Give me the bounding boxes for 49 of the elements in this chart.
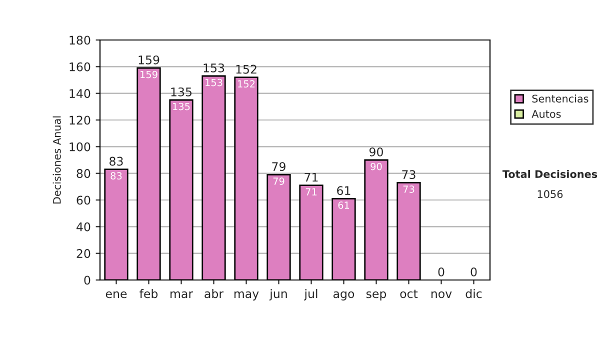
x-tick-label: ene <box>106 291 127 298</box>
x-tick-label: abr <box>204 289 224 298</box>
data-label: 90 <box>370 162 382 170</box>
total-label: 79 <box>272 162 286 172</box>
data-label: 73 <box>403 186 414 193</box>
legend-label: Sentencias <box>532 94 588 103</box>
y-tick-label: 160 <box>70 62 90 72</box>
y-tick-label: 20 <box>76 249 90 258</box>
text: Total Decisiones <box>502 170 598 178</box>
total-label: 152 <box>236 64 256 74</box>
y-axis-title: Decisiones Anual <box>52 116 61 204</box>
total-label: 135 <box>171 87 192 96</box>
x-tick-label: feb <box>140 289 158 298</box>
y-tick-label: 100 <box>70 142 90 152</box>
x-tick-label: nov <box>431 291 452 298</box>
x-tick-label: oct <box>400 290 418 298</box>
y-tick-label: 0 <box>84 276 90 285</box>
x-tick-label: sep <box>366 291 386 300</box>
data-label: 71 <box>306 188 317 196</box>
y-tick-label: 80 <box>76 169 90 178</box>
text: 1056 <box>538 190 563 198</box>
total-label: 159 <box>138 55 160 64</box>
x-tick-label: jul <box>304 289 318 300</box>
text: 0 <box>438 267 444 276</box>
x-tick-label: dic <box>466 289 482 298</box>
x-tick-label: jun <box>269 289 287 300</box>
total-label: 73 <box>402 170 416 180</box>
total-label: 153 <box>204 63 224 72</box>
total-label: 90 <box>369 147 383 156</box>
data-label: 159 <box>140 70 158 78</box>
y-tick-label: 40 <box>76 222 90 232</box>
total-label: 71 <box>304 172 318 182</box>
text: 0 <box>470 267 477 276</box>
data-label: 61 <box>338 202 350 209</box>
y-tick-label: 120 <box>70 116 90 125</box>
x-tick-label: mar <box>170 291 194 298</box>
y-tick-label: 180 <box>70 36 90 45</box>
legend-label: Autos <box>532 110 561 118</box>
x-tick-label: may <box>234 291 259 300</box>
x-tick-label: ago <box>333 291 354 300</box>
y-tick-label: 60 <box>76 196 90 205</box>
data-label: 83 <box>110 172 122 180</box>
y-tick-label: 140 <box>70 89 90 98</box>
total-label: 83 <box>110 156 123 166</box>
data-label: 152 <box>238 80 255 88</box>
data-label: 153 <box>206 78 222 86</box>
total-label: 61 <box>337 186 350 196</box>
data-label: 135 <box>173 102 190 110</box>
data-label: 79 <box>273 178 284 185</box>
